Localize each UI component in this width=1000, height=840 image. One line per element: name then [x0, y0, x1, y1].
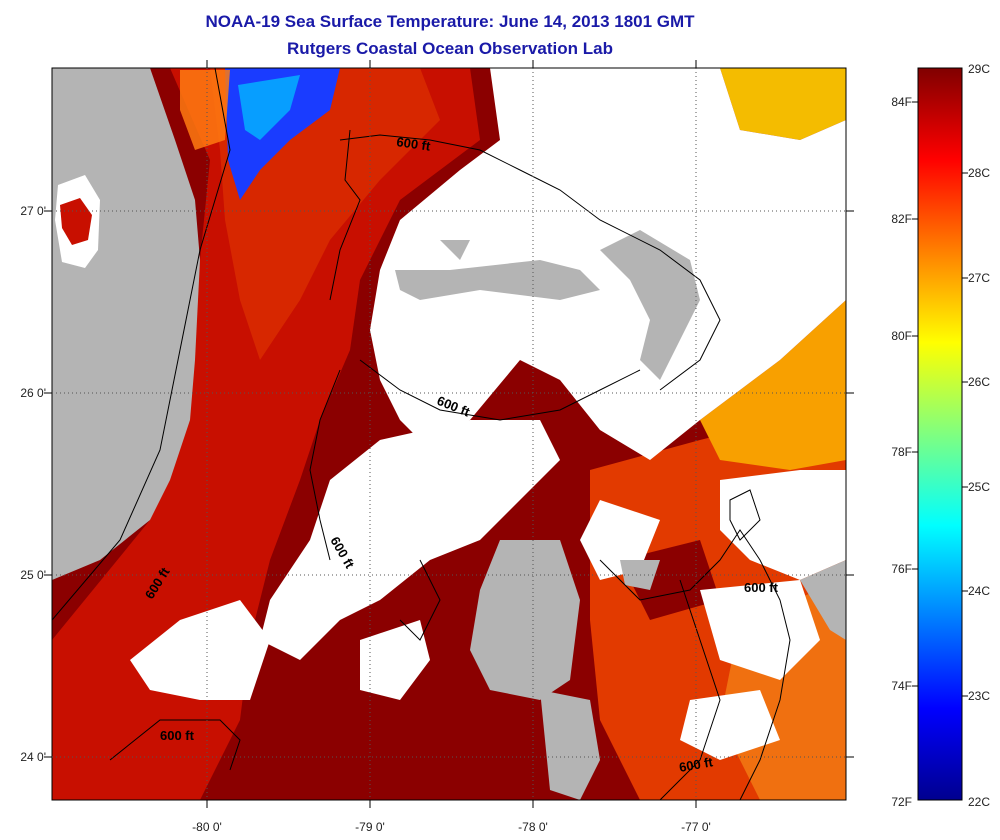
colorbar-c-label: 25C [968, 480, 991, 494]
grand-bahama-island [395, 260, 600, 300]
colorbar-c-label: 27C [968, 271, 991, 285]
map-subtitle: Rutgers Coastal Ocean Observation Lab [287, 39, 613, 58]
colorbar-c-label: 29C [968, 62, 991, 76]
longitude-label: -79 0' [355, 820, 385, 834]
colorbar-f-label: 78F [891, 445, 912, 459]
cloud-mask-north [370, 68, 846, 460]
colorbar-f-label: 80F [891, 329, 912, 343]
orange-water-patch [700, 300, 846, 470]
colorbar-f-label: 72F [891, 795, 912, 809]
colorbar-f-label: 82F [891, 212, 912, 226]
map-title: NOAA-19 Sea Surface Temperature: June 14… [205, 12, 695, 31]
colorbar [917, 67, 963, 801]
latitude-label: 27 0' [20, 204, 46, 218]
abaco-island [600, 230, 700, 380]
colorbar-c-label: 26C [968, 375, 991, 389]
colorbar-f-label: 74F [891, 679, 912, 693]
colorbar-c-label: 22C [968, 795, 991, 809]
colorbar-c-label: 24C [968, 584, 991, 598]
colorbar-f-label: 84F [891, 95, 912, 109]
map-frame [51, 67, 847, 801]
bathymetry-contours [52, 68, 791, 800]
colorbar-f-label: 76F [891, 562, 912, 576]
contour-label: 600 ft [160, 728, 195, 743]
longitude-label: -78 0' [518, 820, 548, 834]
gulf-stream-band [52, 68, 480, 800]
contour-label: 600 ft [744, 580, 779, 595]
colorbar-c-label: 23C [968, 689, 991, 703]
map-plot-area [52, 68, 846, 800]
contour-label: 600 ft [678, 754, 715, 775]
graticule [52, 68, 846, 800]
longitude-label: -77 0' [681, 820, 711, 834]
latitude-label: 25 0' [20, 568, 46, 582]
andros-island [470, 540, 580, 700]
cloud-mask-central [260, 420, 560, 660]
axis-ticks [44, 60, 854, 808]
latitude-label: 26 0' [20, 386, 46, 400]
contour-label: 600 ft [396, 134, 432, 154]
colorbar-c-label: 28C [968, 166, 991, 180]
colorbar-ticks [912, 101, 968, 697]
longitude-label: -80 0' [192, 820, 222, 834]
latitude-label: 24 0' [20, 750, 46, 764]
